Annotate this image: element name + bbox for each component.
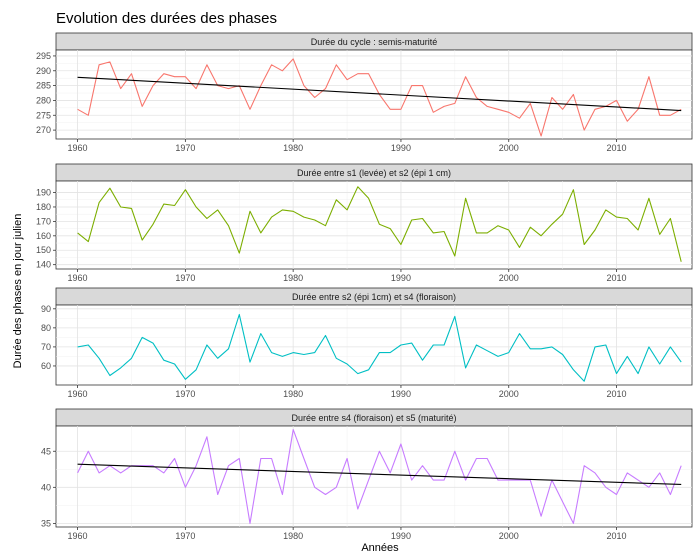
y-axis-title: Durée des phases en jour julien: [12, 214, 24, 369]
x-tick-label: 1980: [283, 143, 303, 153]
panel-background: [55, 304, 693, 386]
y-tick-label: 40: [41, 482, 51, 492]
y-tick-label: 60: [41, 361, 51, 371]
y-tick-label: 35: [41, 518, 51, 528]
x-tick-label: 1970: [175, 143, 195, 153]
y-tick-label: 275: [36, 110, 51, 120]
y-tick-label: 170: [36, 216, 51, 226]
y-tick-label: 180: [36, 202, 51, 212]
y-tick-label: 90: [41, 304, 51, 314]
y-tick-label: 70: [41, 342, 51, 352]
panel-1: Durée du cycle : semis-maturité 1960 1970 1…: [36, 32, 693, 153]
trend-line: [77, 76, 682, 112]
panel-3: Durée entre s2 (épi 1cm) et s4 (floraiso…: [41, 287, 693, 399]
panel-2: Durée entre s1 (levée) et s2 (épi 1 cm) 1…: [36, 163, 693, 283]
x-axis-title: Années: [361, 542, 399, 554]
series-line-1: [77, 186, 682, 262]
y-tick-label: 80: [41, 323, 51, 333]
panel-background: [55, 49, 693, 140]
x-tick-label: 1960: [68, 143, 88, 153]
x-tick-label: 1960: [68, 389, 88, 399]
x-tick-label: 1990: [391, 389, 411, 399]
x-tick-label: 2000: [499, 389, 519, 399]
y-tick-label: 295: [36, 51, 51, 61]
x-tick-label: 1980: [283, 273, 303, 283]
x-tick-label: 2000: [499, 273, 519, 283]
figure-title: Evolution des durées des phases: [56, 10, 277, 27]
y-tick-label: 140: [36, 260, 51, 270]
panel-4: Durée entre s4 (floraison) et s5 (maturi…: [41, 408, 693, 541]
x-tick-label: 1990: [391, 531, 411, 541]
x-tick-label: 2000: [499, 531, 519, 541]
x-tick-label: 1960: [68, 531, 88, 541]
facet-panels: Durée du cycle : semis-maturité 1960 1970 1…: [36, 32, 693, 541]
facet-strip-label: Durée entre s4 (floraison) et s5 (maturi…: [291, 413, 456, 423]
x-tick-label: 2010: [607, 273, 627, 283]
x-tick-label: 1970: [175, 273, 195, 283]
y-tick-label: 290: [36, 66, 51, 76]
panel-background: [55, 425, 693, 528]
series-line-1: [77, 58, 682, 137]
series-line-1: [77, 313, 682, 382]
y-tick-label: 150: [36, 245, 51, 255]
trend-line: [77, 463, 682, 485]
x-tick-label: 2000: [499, 143, 519, 153]
panel-background: [55, 180, 693, 270]
x-tick-label: 1960: [68, 273, 88, 283]
x-tick-label: 1980: [283, 389, 303, 399]
y-tick-label: 280: [36, 95, 51, 105]
facet-strip-label: Durée du cycle : semis-maturité: [311, 37, 438, 47]
x-tick-label: 2010: [607, 389, 627, 399]
x-tick-label: 2010: [607, 143, 627, 153]
x-tick-label: 1970: [175, 389, 195, 399]
x-tick-label: 1990: [391, 143, 411, 153]
x-tick-label: 1970: [175, 531, 195, 541]
facet-strip-label: Durée entre s2 (épi 1cm) et s4 (floraiso…: [292, 292, 456, 302]
x-tick-label: 1990: [391, 273, 411, 283]
y-tick-label: 45: [41, 446, 51, 456]
y-tick-label: 190: [36, 188, 51, 198]
y-tick-label: 160: [36, 231, 51, 241]
y-tick-label: 270: [36, 125, 51, 135]
x-tick-label: 1980: [283, 531, 303, 541]
y-tick-label: 285: [36, 81, 51, 91]
x-tick-label: 2010: [607, 531, 627, 541]
facet-strip-label: Durée entre s1 (levée) et s2 (épi 1 cm): [297, 168, 451, 178]
